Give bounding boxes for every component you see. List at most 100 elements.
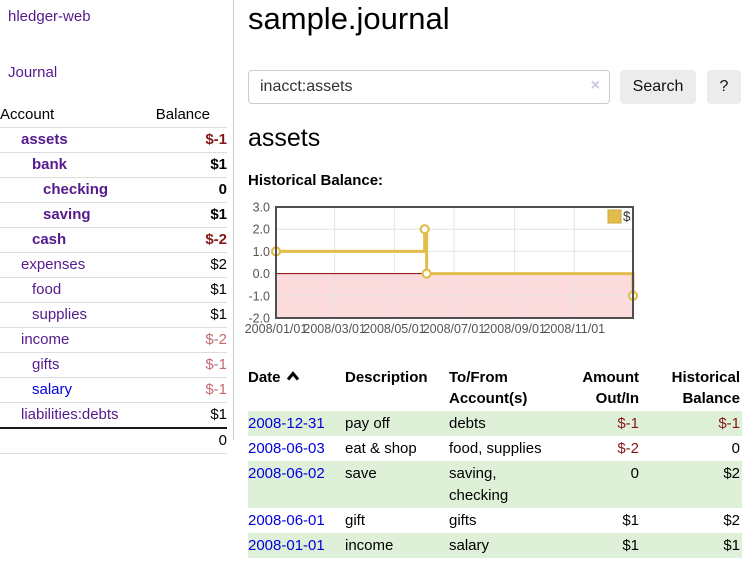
amount-cell: $-2 [617,440,639,457]
legend-swatch [607,209,622,224]
description-cell: gift [345,512,366,529]
balance-cell: 0 [731,440,740,457]
account-balance: $1 [155,202,227,228]
account-row: bank $1 [0,152,227,178]
account-link-liabilities-debts[interactable]: liabilities:debts [21,406,119,423]
account-balance: $-2 [155,327,227,353]
help-button[interactable]: ? [707,70,741,104]
balance-cell: $2 [723,465,740,482]
x-tick-label: 2008/11/01 [543,322,605,336]
chart-svg: $3.0 2.0 1.0 0.0 -1.0 -2.02008/01/012008/03/0… [245,201,639,336]
account-balance: $1 [155,402,227,429]
account-row: gifts $-1 [0,352,227,378]
historical-balance-chart[interactable]: $3.0 2.0 1.0 0.0 -1.0 -2.0 2008/01/01 2008/03/0… [240,195,642,347]
transaction-row: 2008-01-01 income salary $1 $1 [248,533,742,558]
account-link-bank[interactable]: bank [32,156,68,173]
transaction-row: 2008-12-31 pay off debts $-1 $-1 [248,411,742,436]
account-heading: assets [248,124,321,152]
description-cell: income [345,537,394,554]
y-tick-label: -2.0 [248,312,270,326]
register-header-historical-balance: Historical Balance [671,369,740,407]
register-header-date[interactable]: Date [248,366,345,411]
account-row: liabilities:debts $1 [0,402,227,429]
balance-cell: $1 [723,537,740,554]
amount-cell: $1 [622,512,639,529]
account-row: food $1 [0,277,227,303]
account-link-expenses[interactable]: expenses [21,256,86,273]
transaction-row: 2008-06-02 save saving, checking 0 $2 [248,461,742,508]
app-title-link[interactable]: hledger-web [8,8,91,25]
account-row: salary $-1 [0,377,227,403]
search-bar: × Search ? [248,70,742,104]
x-tick-label: 2008/01/01 [245,322,308,336]
sidebar-item-journal[interactable]: Journal [8,64,58,81]
balance-cell: $-1 [718,415,740,432]
account-balance: $-1 [155,377,227,403]
accounts-header-balance: Balance [155,103,227,128]
amount-cell: $1 [622,537,639,554]
search-input[interactable] [248,70,610,104]
amount-cell: 0 [630,465,639,482]
date-link[interactable]: 2008-06-03 [248,440,325,457]
y-tick-label: 3.0 [253,201,270,215]
balance-cell: $2 [723,512,740,529]
account-balance: $1 [155,152,227,178]
account-row: checking 0 [0,177,227,203]
accounts-cell: food, supplies [449,440,542,457]
register-table: Date Description To/From Account(s) Amount Ou… [248,366,742,558]
account-link-cash[interactable]: cash [32,231,67,248]
account-link-saving[interactable]: saving [43,206,91,223]
data-point-marker[interactable] [421,268,432,279]
x-tick-label: 2008/07/01 [423,322,486,336]
accounts-cell: saving, checking [449,465,509,504]
main-content: sample.journal × Search ? assets Histori… [245,0,742,582]
y-tick-label: 0.0 [253,267,270,281]
account-balance: $1 [155,277,227,303]
x-tick-label: 2008/03/01 [303,322,366,336]
account-row: expenses $2 [0,252,227,278]
account-link-gifts[interactable]: gifts [32,356,60,373]
transaction-row: 2008-06-01 gift gifts $1 $2 [248,508,742,533]
date-link[interactable]: 2008-12-31 [248,415,325,432]
date-link[interactable]: 2008-01-01 [248,537,325,554]
account-link-assets[interactable]: assets [21,131,68,148]
clear-search-icon[interactable]: × [590,77,600,94]
y-tick-label: 2.0 [253,223,270,237]
accounts-cell: salary [449,537,490,554]
accounts-header-account: Account [0,103,156,128]
accounts-table: Account Balance assets $-1 bank $1 checking 0… [0,103,227,454]
account-row: saving $1 [0,202,227,228]
search-box: × [248,70,610,104]
description-cell: pay off [345,415,390,432]
data-point-marker[interactable] [419,224,430,235]
description-cell: save [345,465,377,482]
register-header-row: Date Description To/From Account(s) Amount Ou… [248,366,742,411]
account-balance: 0 [155,177,227,203]
account-link-income[interactable]: income [21,331,70,348]
account-link-checking[interactable]: checking [43,181,109,198]
transaction-row: 2008-06-03 eat & shop food, supplies $-2 0 [248,436,742,461]
accounts-cell: gifts [449,512,477,529]
plot-border [275,206,634,319]
account-row: assets $-1 [0,127,227,153]
account-balance: $2 [155,252,227,278]
accounts-cell: debts [449,415,486,432]
sidebar: hledger-web Journal Account Balance asse… [0,0,234,454]
accounts-total-balance: 0 [155,427,227,454]
account-link-food[interactable]: food [32,281,62,298]
account-link-supplies[interactable]: supplies [32,306,88,323]
date-link[interactable]: 2008-06-02 [248,465,325,482]
legend-label: $ [623,209,631,224]
accounts-total-row: 0 [0,427,227,454]
sort-ascending-icon[interactable] [286,370,300,381]
y-tick-label: 1.0 [253,245,270,259]
date-link[interactable]: 2008-06-01 [248,512,325,529]
x-tick-label: 2008/09/01 [483,322,546,336]
page-title: sample.journal [248,1,450,36]
x-tick-label: 2008/05/01 [363,322,426,336]
account-balance: $1 [155,302,227,328]
account-link-salary[interactable]: salary [32,381,73,398]
account-row: supplies $1 [0,302,227,328]
account-balance: $-1 [155,127,227,153]
search-button[interactable]: Search [620,70,696,104]
